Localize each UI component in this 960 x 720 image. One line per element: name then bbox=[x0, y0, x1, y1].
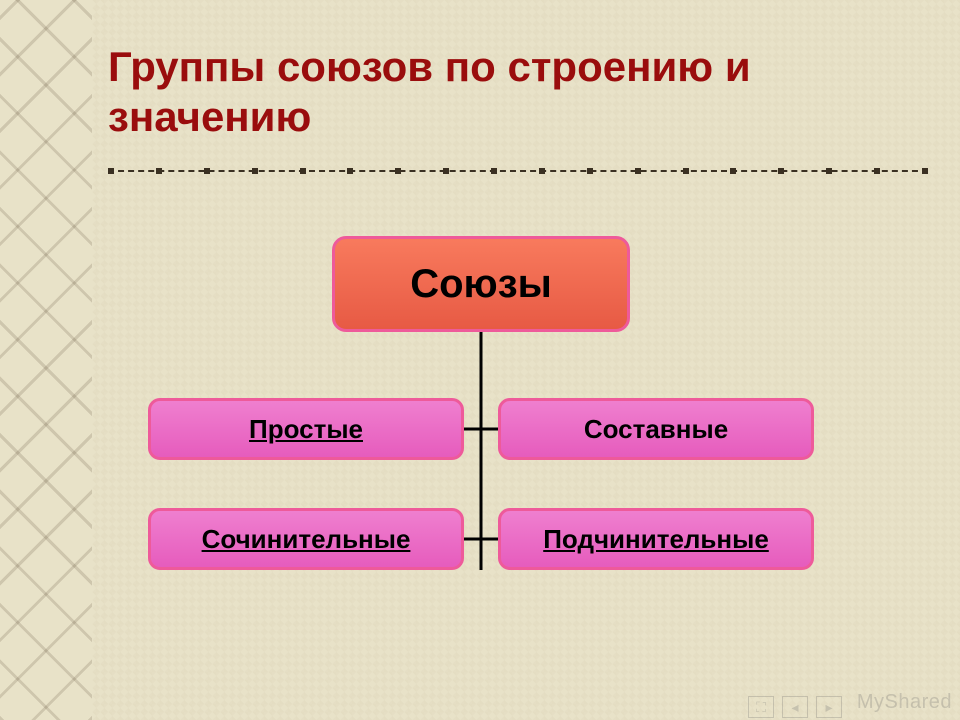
child-node[interactable]: Сочинительные bbox=[148, 508, 464, 570]
diagram-container: Союзы Простые Составные Сочинительные Подчин… bbox=[0, 0, 960, 720]
watermark: MyShared bbox=[857, 691, 952, 714]
fullscreen-icon[interactable]: ⛶ bbox=[748, 696, 774, 718]
child-node: Составные bbox=[498, 398, 814, 460]
slide-nav: ⛶ ◂ ▸ bbox=[748, 696, 842, 718]
prev-icon[interactable]: ◂ bbox=[782, 696, 808, 718]
next-icon[interactable]: ▸ bbox=[816, 696, 842, 718]
node-label: Сочинительные bbox=[202, 524, 411, 555]
node-label: Простые bbox=[249, 414, 363, 445]
node-label: Подчинительные bbox=[543, 524, 769, 555]
child-node[interactable]: Подчинительные bbox=[498, 508, 814, 570]
slide: Группы союзов по строению и значению Сою… bbox=[0, 0, 960, 720]
child-node[interactable]: Простые bbox=[148, 398, 464, 460]
node-label: Союзы bbox=[410, 262, 552, 307]
root-node: Союзы bbox=[332, 236, 630, 332]
connectors-svg bbox=[0, 0, 960, 720]
node-label: Составные bbox=[584, 414, 728, 445]
